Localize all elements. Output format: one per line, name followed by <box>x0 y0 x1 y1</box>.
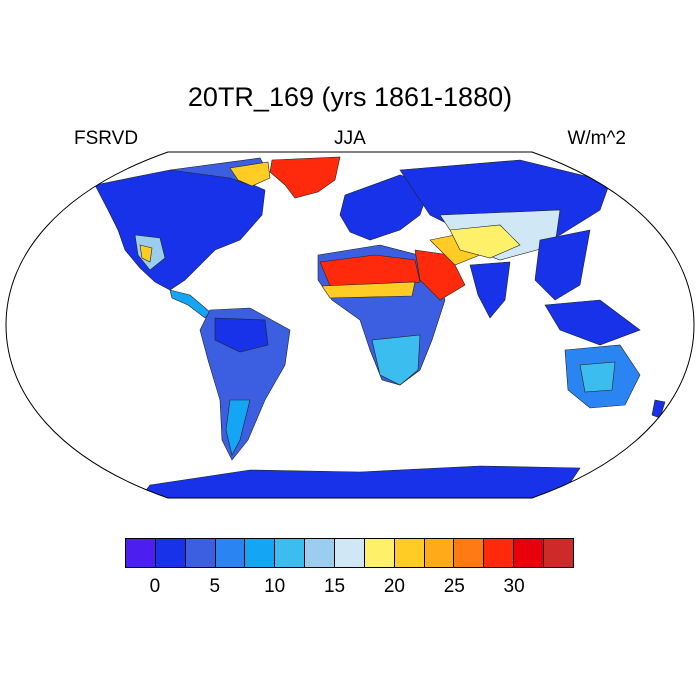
land-north-america <box>94 169 266 291</box>
colorbar <box>125 538 574 568</box>
colorbar-swatch-0 <box>126 539 156 567</box>
colorbar-swatch-14 <box>544 539 573 567</box>
colorbar-swatch-6 <box>305 539 336 567</box>
colorbar-swatch-2 <box>185 539 216 567</box>
land-amazon <box>214 317 269 353</box>
colorbar-swatch-7 <box>335 539 365 567</box>
colorbar-swatch-4 <box>245 539 276 567</box>
land-central-america <box>169 289 211 319</box>
colorbar-swatch-1 <box>155 539 186 567</box>
colorbar-swatch-9 <box>394 539 425 567</box>
land-greenland-edge <box>229 161 271 187</box>
colorbar-tick-label: 0 <box>149 576 161 597</box>
land-antarctica <box>139 465 581 498</box>
land-central-asia-warm <box>449 224 521 259</box>
land-australia-interior <box>579 361 616 393</box>
colorbar-tick-label: 10 <box>264 576 286 597</box>
colorbar-swatch-12 <box>484 539 515 567</box>
colorbar-tick-label: 5 <box>209 576 221 597</box>
colorbar-swatch-3 <box>215 539 246 567</box>
land-se-asia <box>544 299 641 346</box>
land-greenland <box>269 156 341 199</box>
colorbar-swatch-10 <box>424 539 455 567</box>
colorbar-swatch-13 <box>514 539 545 567</box>
colorbar-swatch-8 <box>364 539 395 567</box>
colorbar-tick-label: 25 <box>443 576 465 597</box>
plot-title: 20TR_169 (yrs 1861-1880) <box>187 82 513 112</box>
land-patagonia <box>225 399 251 456</box>
colorbar-tick-label: 20 <box>383 576 405 597</box>
colorbar-tick-label: 15 <box>323 576 346 597</box>
land-sw-us-hot <box>139 244 153 263</box>
colorbar-swatch-11 <box>454 539 485 567</box>
land-new-zealand <box>651 399 666 419</box>
land-south-africa <box>371 334 421 386</box>
map-boundary <box>5 151 695 499</box>
land-south-america <box>199 307 291 461</box>
variable-label: FSRVD <box>74 128 139 149</box>
land-sahel <box>321 281 416 299</box>
units-label: W/m^2 <box>567 128 626 149</box>
land-east-asia <box>534 229 591 301</box>
land-india <box>469 261 511 319</box>
colorbar-tick-label: 30 <box>503 576 525 597</box>
season-label: JJA <box>334 128 366 149</box>
land-fields <box>94 156 666 498</box>
colorbar-swatch-5 <box>275 539 306 567</box>
